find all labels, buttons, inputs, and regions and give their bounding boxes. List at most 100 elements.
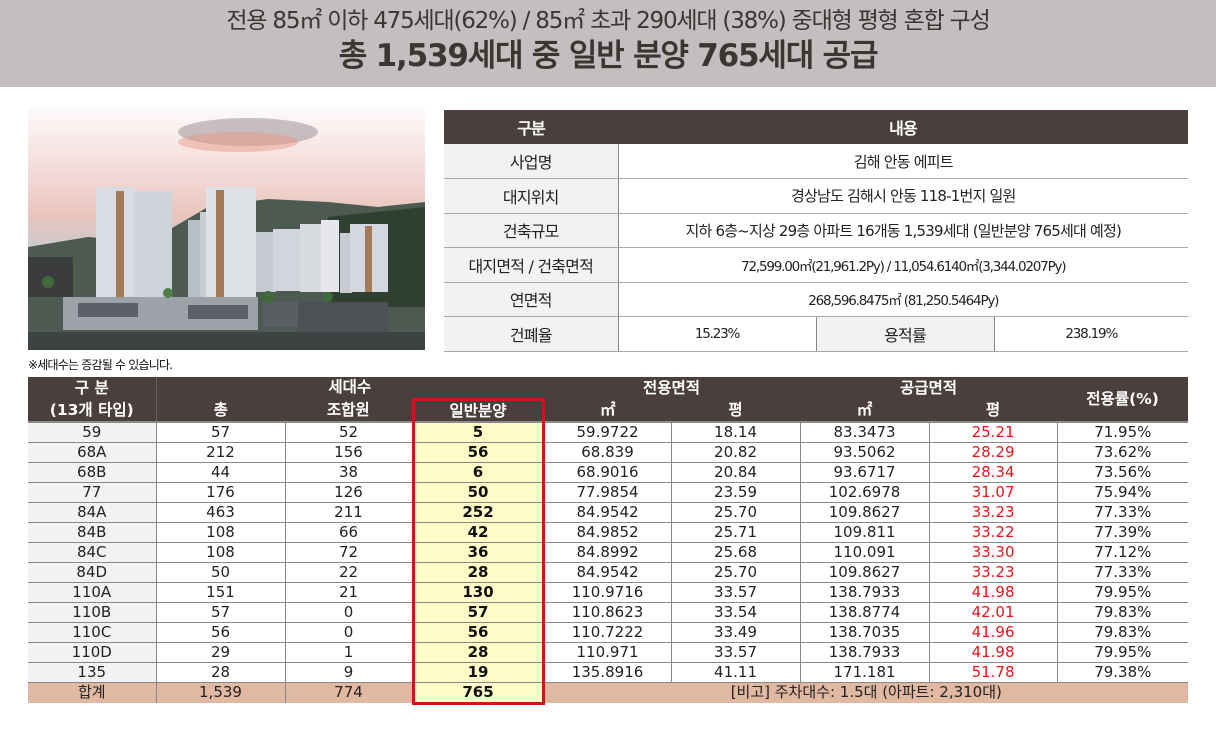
cell-members: 66 (285, 522, 414, 543)
info-value-site-area: 72,599.00㎡(21,961.2Py) / 11,054.6140㎡(3,… (618, 247, 1188, 283)
cell-ratio: 71.95% (1057, 421, 1189, 443)
cell-general-sale: 130 (411, 582, 545, 603)
project-info-table: 구분 내용 사업명 김해 안동 에피트 대지위치 경상남도 김해시 안동 118… (444, 110, 1188, 352)
total-households: 1,539 (156, 682, 286, 703)
info-value-scale: 지하 6층~지상 29층 아파트 16개동 1,539세대 (일반분양 765세… (618, 213, 1188, 248)
info-row: 연면적 268,596.8475㎡ (81,250.5464Py) (444, 282, 1188, 317)
cell-exclusive-pyeong: 18.14 (671, 421, 801, 443)
cell-total: 57 (156, 602, 286, 623)
table-row: 110A 151 21 130 110.9716 33.57 138.7933 … (28, 582, 1189, 603)
total-general-sale: 765 (411, 682, 545, 705)
cell-ratio: 75.94% (1057, 482, 1189, 503)
cell-supply-sqm: 102.6978 (800, 482, 930, 503)
info-row: 사업명 김해 안동 에피트 (444, 144, 1188, 179)
header-type-count: (13개 타입) (28, 399, 157, 423)
cell-type: 59 (28, 421, 157, 443)
cell-general-sale: 56 (411, 442, 545, 463)
cell-supply-pyeong: 33.23 (929, 562, 1058, 583)
cell-total: 108 (156, 522, 286, 543)
cell-exclusive-sqm: 110.9716 (543, 582, 672, 603)
cell-ratio: 79.38% (1057, 662, 1189, 683)
cell-members: 0 (285, 622, 414, 643)
cell-supply-sqm: 138.7035 (800, 622, 930, 643)
info-value-far: 238.19% (994, 316, 1188, 352)
cell-supply-pyeong: 41.96 (929, 622, 1058, 643)
complex-rendering-image (28, 107, 425, 350)
cell-supply-pyeong: 33.30 (929, 542, 1058, 563)
info-label-project-name: 사업명 (444, 144, 619, 179)
total-row: 합계 1,539 774 765 [비고] 주차대수: 1.5대 (아파트: 2… (28, 682, 1189, 705)
cell-exclusive-pyeong: 20.84 (671, 462, 801, 483)
info-row: 대지위치 경상남도 김해시 안동 118-1번지 일원 (444, 178, 1188, 214)
cell-supply-sqm: 93.5062 (800, 442, 930, 463)
cell-exclusive-pyeong: 25.71 (671, 522, 801, 543)
table-row: 84C 108 72 36 84.8992 25.68 110.091 33.3… (28, 542, 1189, 563)
cell-exclusive-sqm: 135.8916 (543, 662, 672, 683)
header-ratio: 전용률(%) (1057, 377, 1189, 423)
cell-supply-pyeong: 25.21 (929, 421, 1058, 443)
table-row: 59 57 52 5 59.9722 18.14 83.3473 25.21 7… (28, 421, 1189, 443)
cell-supply-sqm: 83.3473 (800, 421, 930, 443)
cell-exclusive-pyeong: 20.82 (671, 442, 801, 463)
info-label-far: 용적률 (815, 316, 995, 352)
cell-exclusive-sqm: 110.7222 (543, 622, 672, 643)
info-value-gross-area: 268,596.8475㎡ (81,250.5464Py) (618, 282, 1188, 317)
total-label: 합계 (28, 682, 157, 703)
building-illustration-icon (28, 118, 425, 350)
cell-ratio: 73.56% (1057, 462, 1189, 483)
header-exclusive-sqm: ㎡ (543, 399, 672, 423)
cell-exclusive-sqm: 68.839 (543, 442, 672, 463)
cell-members: 211 (285, 502, 414, 523)
cell-supply-pyeong: 33.22 (929, 522, 1058, 543)
cell-exclusive-pyeong: 25.68 (671, 542, 801, 563)
header-general-sale: 일반분양 (411, 397, 545, 423)
table-row: 68A 212 156 56 68.839 20.82 93.5062 28.2… (28, 442, 1189, 463)
cell-total: 463 (156, 502, 286, 523)
cell-exclusive-sqm: 110.971 (543, 642, 672, 663)
cell-ratio: 77.39% (1057, 522, 1189, 543)
table-row: 68B 44 38 6 68.9016 20.84 93.6717 28.34 … (28, 462, 1189, 483)
cell-total: 212 (156, 442, 286, 463)
cell-type: 110D (28, 642, 157, 663)
cell-exclusive-sqm: 84.9852 (543, 522, 672, 543)
cell-members: 0 (285, 602, 414, 623)
cell-ratio: 79.83% (1057, 602, 1189, 623)
cell-general-sale: 50 (411, 482, 545, 503)
cell-members: 126 (285, 482, 414, 503)
info-value-coverage: 15.23% (618, 316, 816, 352)
cell-exclusive-pyeong: 33.57 (671, 582, 801, 603)
header-supply-pyeong: 평 (929, 399, 1058, 423)
info-header-content: 내용 (618, 110, 1188, 144)
household-note: ※세대수는 증감될 수 있습니다. (28, 358, 173, 372)
cell-exclusive-pyeong: 25.70 (671, 502, 801, 523)
header-exclusive-area: 전용면적 (543, 377, 801, 399)
info-row: 건축규모 지하 6층~지상 29층 아파트 16개동 1,539세대 (일반분양… (444, 213, 1188, 248)
cell-total: 151 (156, 582, 286, 603)
cell-general-sale: 19 (411, 662, 545, 683)
header-supply-area: 공급면적 (800, 377, 1058, 399)
cell-supply-pyeong: 33.23 (929, 502, 1058, 523)
cell-type: 84C (28, 542, 157, 563)
header-exclusive-pyeong: 평 (671, 399, 801, 423)
cell-supply-sqm: 110.091 (800, 542, 930, 563)
cell-total: 44 (156, 462, 286, 483)
cell-exclusive-pyeong: 23.59 (671, 482, 801, 503)
cell-total: 57 (156, 421, 286, 443)
cell-exclusive-sqm: 68.9016 (543, 462, 672, 483)
cell-total: 50 (156, 562, 286, 583)
cell-type: 110C (28, 622, 157, 643)
cell-general-sale: 5 (411, 421, 545, 443)
cell-ratio: 73.62% (1057, 442, 1189, 463)
info-label-location: 대지위치 (444, 178, 619, 214)
cell-total: 56 (156, 622, 286, 643)
cell-total: 108 (156, 542, 286, 563)
cell-type: 68B (28, 462, 157, 483)
cell-supply-sqm: 138.7933 (800, 582, 930, 603)
cell-ratio: 77.33% (1057, 562, 1189, 583)
info-row: 건폐율 15.23% 용적률 238.19% (444, 316, 1188, 352)
cell-exclusive-pyeong: 33.57 (671, 642, 801, 663)
table-row: 84D 50 22 28 84.9542 25.70 109.8627 33.2… (28, 562, 1189, 583)
cell-members: 1 (285, 642, 414, 663)
cell-type: 68A (28, 442, 157, 463)
cell-total: 28 (156, 662, 286, 683)
